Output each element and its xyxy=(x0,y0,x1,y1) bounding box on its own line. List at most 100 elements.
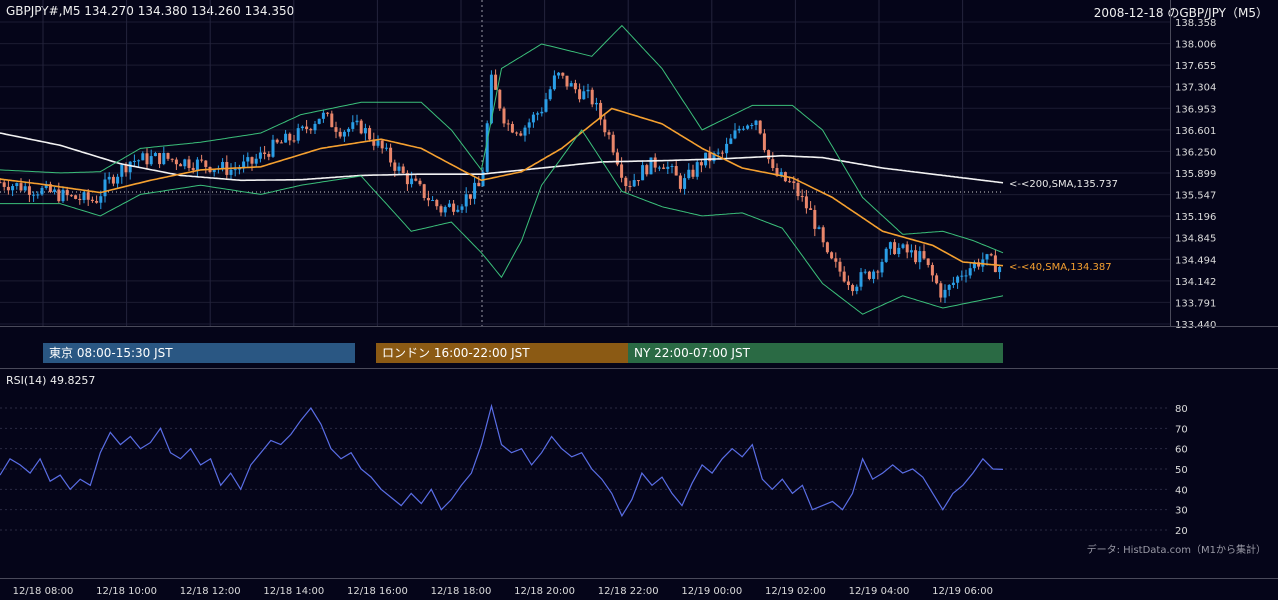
candle-down xyxy=(699,162,703,166)
candle-up xyxy=(153,153,157,157)
candle-down xyxy=(977,262,981,267)
y-tick-label: 134.845 xyxy=(1175,234,1216,245)
candle-up xyxy=(410,178,414,185)
candle-up xyxy=(750,125,754,127)
candle-down xyxy=(2,182,6,187)
candle-down xyxy=(561,72,565,76)
session-london-label: ロンドン 16:00-22:00 JST xyxy=(382,346,530,360)
candle-down xyxy=(519,133,523,136)
candle-down xyxy=(57,189,61,202)
candle-down xyxy=(179,164,183,167)
candle-up xyxy=(695,162,699,177)
candle-up xyxy=(384,147,388,149)
candle-down xyxy=(599,102,603,120)
candle-up xyxy=(32,194,36,196)
candle-down xyxy=(922,251,926,259)
candle-down xyxy=(204,160,208,167)
candle-up xyxy=(557,72,561,76)
candle-down xyxy=(48,184,52,192)
rsi-x-tick-label: 12/18 20:00 xyxy=(514,586,575,597)
price-axis-divider xyxy=(1170,0,1171,326)
candle-down xyxy=(762,133,766,151)
candle-down xyxy=(6,186,10,191)
candle-down xyxy=(145,153,149,165)
candle-up xyxy=(884,248,888,262)
candle-down xyxy=(191,167,195,171)
candle-down xyxy=(628,186,632,188)
candle-down xyxy=(267,153,271,157)
session-newyork: NY 22:00-07:00 JST xyxy=(628,343,1003,363)
candle-down xyxy=(275,139,279,143)
candle-up xyxy=(355,120,359,123)
candle-down xyxy=(846,281,850,286)
candle-down xyxy=(914,250,918,263)
y-tick-label: 135.196 xyxy=(1175,212,1216,223)
rsi-x-tick-label: 12/18 16:00 xyxy=(347,586,408,597)
candle-up xyxy=(649,157,653,175)
candle-up xyxy=(473,182,477,199)
bollinger-band-line xyxy=(0,24,1004,254)
candle-up xyxy=(716,152,720,154)
candle-up xyxy=(183,159,187,167)
candle-down xyxy=(334,127,338,132)
candle-up xyxy=(872,271,876,279)
candle-down xyxy=(292,140,296,142)
candle-down xyxy=(170,158,174,160)
candle-up xyxy=(998,267,1002,273)
candle-up xyxy=(128,161,132,173)
candle-down xyxy=(578,89,582,100)
candle-down xyxy=(111,176,115,184)
candle-up xyxy=(456,209,460,212)
candle-up xyxy=(687,169,691,179)
candle-up xyxy=(36,194,40,196)
y-tick-label: 135.899 xyxy=(1175,169,1216,180)
candle-up xyxy=(351,122,355,129)
candle-up xyxy=(258,152,262,159)
session-newyork-label: NY 22:00-07:00 JST xyxy=(634,346,750,360)
candle-down xyxy=(796,182,800,197)
candle-up xyxy=(11,186,15,191)
candle-up xyxy=(149,156,153,165)
candle-down xyxy=(611,134,615,153)
candle-down xyxy=(435,200,439,207)
candle-down xyxy=(590,89,594,105)
candle-up xyxy=(132,160,136,162)
candle-down xyxy=(27,186,31,195)
rsi-x-tick-label: 12/19 06:00 xyxy=(932,586,993,597)
candle-up xyxy=(641,165,645,181)
y-tick-label: 136.250 xyxy=(1175,147,1216,158)
session-london: ロンドン 16:00-22:00 JST xyxy=(376,343,628,363)
candle-down xyxy=(926,258,930,265)
candle-up xyxy=(527,122,531,128)
candle-down xyxy=(405,173,409,185)
candle-up xyxy=(53,189,57,192)
candle-up xyxy=(657,167,661,169)
y-tick-label: 136.601 xyxy=(1175,126,1216,137)
candle-up xyxy=(23,186,27,191)
candle-up xyxy=(342,131,346,137)
candle-up xyxy=(582,91,586,100)
candle-down xyxy=(800,196,804,198)
candle-down xyxy=(414,178,418,181)
y-tick-label: 137.655 xyxy=(1175,61,1216,72)
candle-up xyxy=(523,127,527,136)
candle-up xyxy=(741,128,745,130)
candle-up xyxy=(284,133,288,143)
candle-down xyxy=(288,133,292,141)
candle-up xyxy=(985,254,989,260)
sma200-label: <-<200,SMA,135.737 xyxy=(1009,179,1118,190)
candle-up xyxy=(212,169,216,173)
candle-up xyxy=(909,250,913,253)
rsi-y-tick-label: 20 xyxy=(1175,526,1188,537)
candle-down xyxy=(758,120,762,134)
rsi-y-tick-label: 50 xyxy=(1175,465,1188,476)
rsi-chart: 80 70 60 50 40 30 20 12/18 08:00 12/18 10:00 12/1… xyxy=(0,403,1188,597)
chart-title: 2008-12-18 のGBP/JPY（M5） xyxy=(1093,6,1268,20)
candle-up xyxy=(951,282,955,286)
candle-down xyxy=(804,196,808,209)
candle-up xyxy=(943,289,947,298)
candle-down xyxy=(468,194,472,199)
candle-down xyxy=(309,129,313,131)
rsi-x-tick-label: 12/19 00:00 xyxy=(681,586,742,597)
candle-up xyxy=(901,244,905,248)
